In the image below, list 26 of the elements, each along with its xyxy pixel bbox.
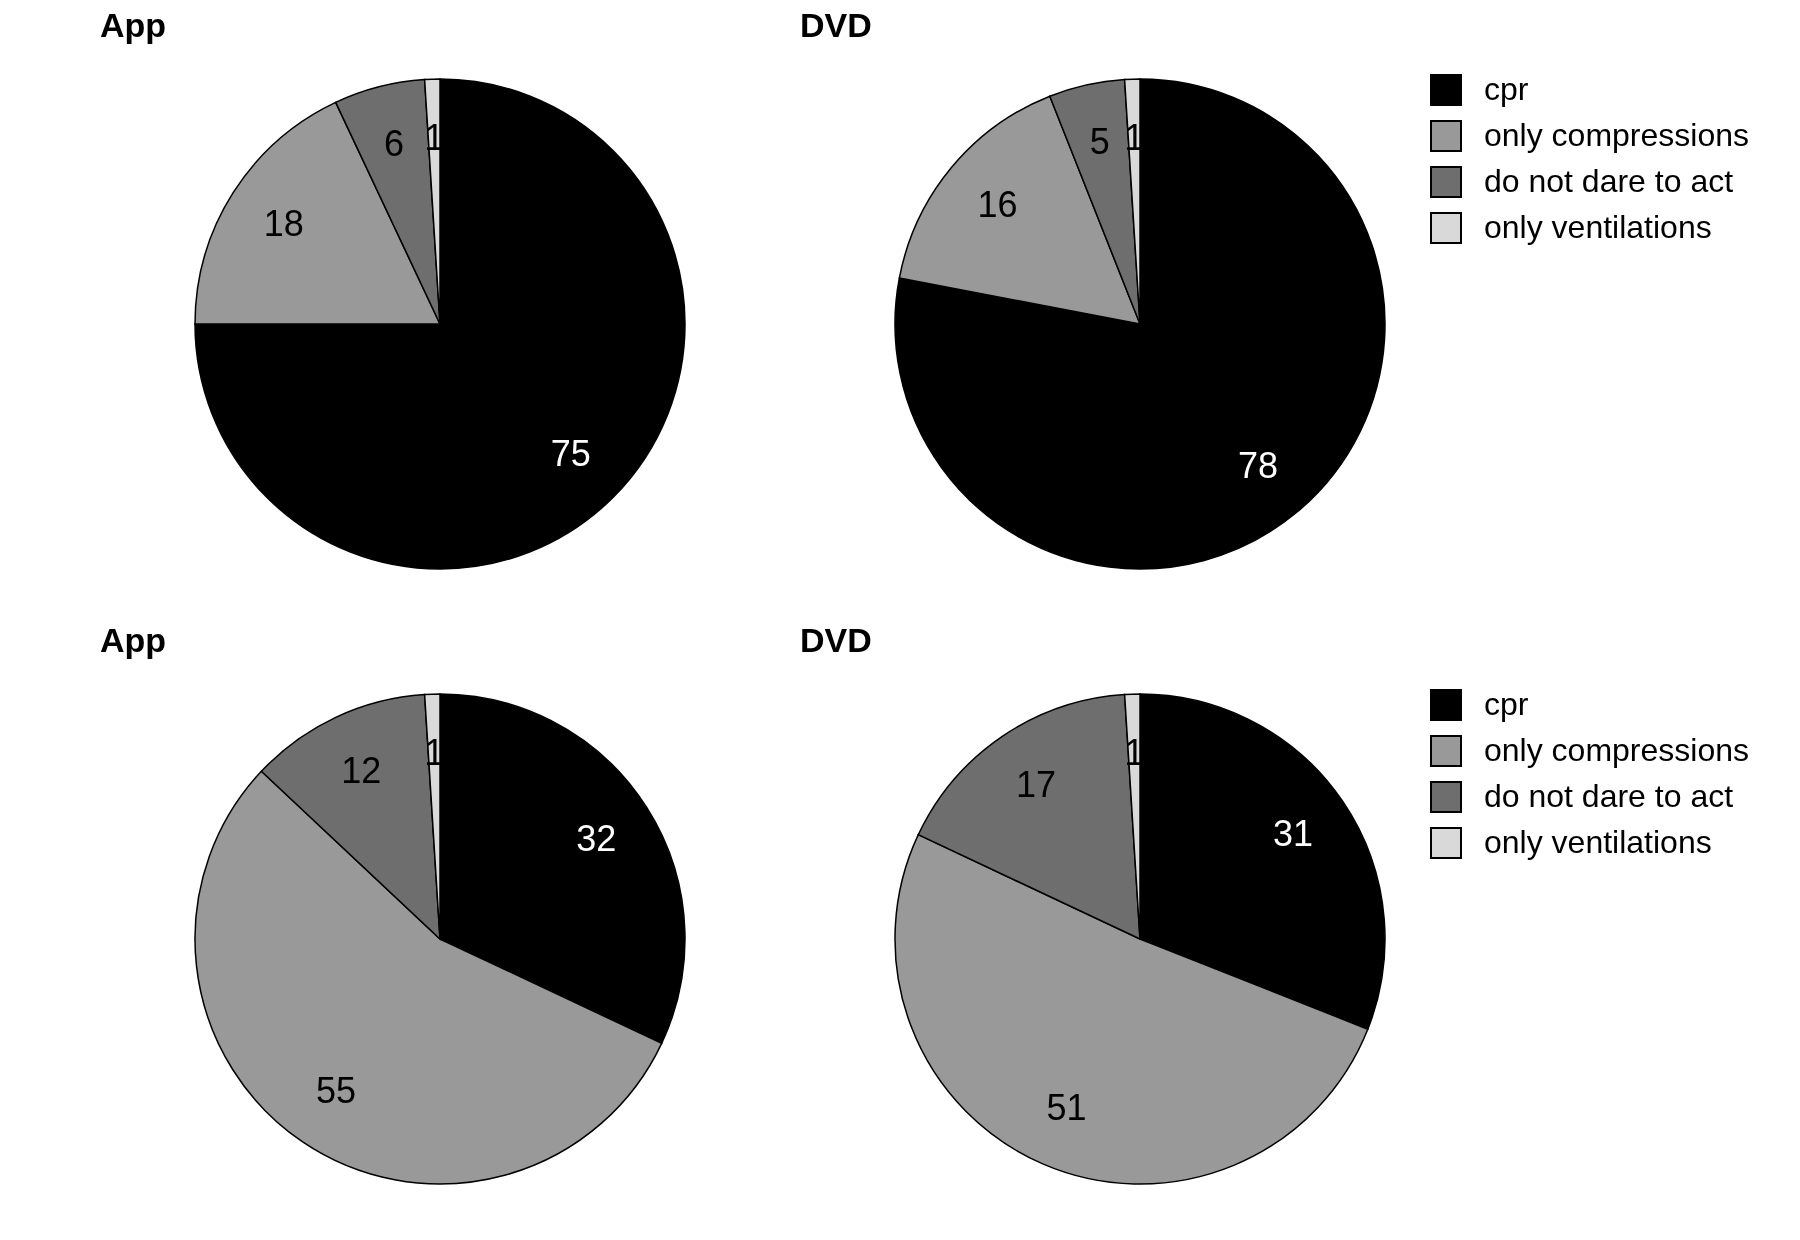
legend-label: cpr bbox=[1484, 686, 1529, 722]
data-label: 5 bbox=[1089, 121, 1110, 163]
legend-label: cpr bbox=[1484, 71, 1529, 107]
data-label: 12 bbox=[341, 749, 382, 791]
chart-title: App bbox=[100, 621, 167, 659]
legend-label: only ventilations bbox=[1484, 209, 1712, 245]
data-label: 16 bbox=[977, 184, 1018, 226]
data-label: 18 bbox=[263, 202, 304, 244]
data-label: 75 bbox=[550, 432, 591, 474]
legend-label: only compressions bbox=[1484, 732, 1749, 768]
data-label: 55 bbox=[315, 1070, 357, 1112]
data-label: 31 bbox=[1272, 813, 1314, 855]
data-label: 51 bbox=[1046, 1086, 1087, 1128]
chart-title: DVD bbox=[800, 6, 872, 44]
chart-title: App bbox=[100, 6, 167, 44]
chart-title: DVD bbox=[800, 621, 872, 659]
data-label: 78 bbox=[1237, 444, 1278, 486]
legend-label: only compressions bbox=[1484, 117, 1749, 153]
legend-label: only ventilations bbox=[1484, 824, 1712, 860]
data-label: 17 bbox=[1015, 763, 1057, 805]
pie-slice bbox=[194, 78, 686, 570]
pie-slice bbox=[894, 78, 1386, 570]
data-label: 6 bbox=[383, 122, 405, 164]
legend-label: do not dare to act bbox=[1484, 163, 1734, 199]
data-label: 32 bbox=[576, 817, 617, 859]
legend-label: do not dare to act bbox=[1484, 778, 1734, 814]
